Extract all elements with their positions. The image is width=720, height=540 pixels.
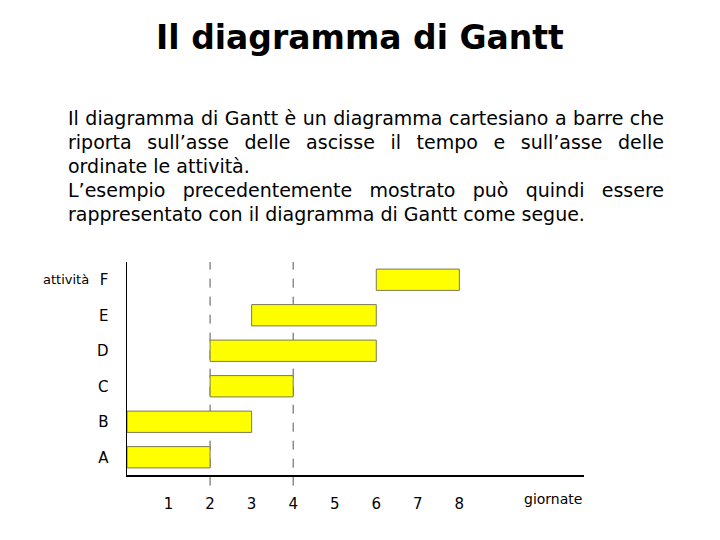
svg-text:6: 6 — [371, 495, 381, 513]
svg-text:8: 8 — [455, 495, 465, 513]
html-text:Il diagramma di Gantt è un dia: Il diagramma di Gantt è un diagramma car… — [68, 107, 664, 177]
svg-text:E: E — [99, 307, 108, 325]
svg-text:7: 7 — [413, 495, 423, 513]
svg-text:4: 4 — [288, 495, 298, 513]
svg-text:1: 1 — [164, 495, 174, 513]
svg-text:attività: attività — [43, 272, 89, 287]
svg-text:A: A — [98, 449, 109, 467]
svg-text:3: 3 — [247, 495, 257, 513]
svg-text:F: F — [100, 271, 109, 289]
html-text:Il diagramma di Gantt: Il diagramma di Gantt — [156, 18, 564, 57]
svg-text:D: D — [97, 342, 109, 360]
svg-text:giornate: giornate — [524, 491, 582, 507]
svg-text:5: 5 — [330, 495, 340, 513]
svg-text:C: C — [98, 378, 108, 396]
svg-text:B: B — [98, 413, 108, 431]
svg-text:2: 2 — [205, 495, 215, 513]
html-text:L’esempio precedentemente most: L’esempio precedentemente mostrato può q… — [68, 179, 664, 225]
